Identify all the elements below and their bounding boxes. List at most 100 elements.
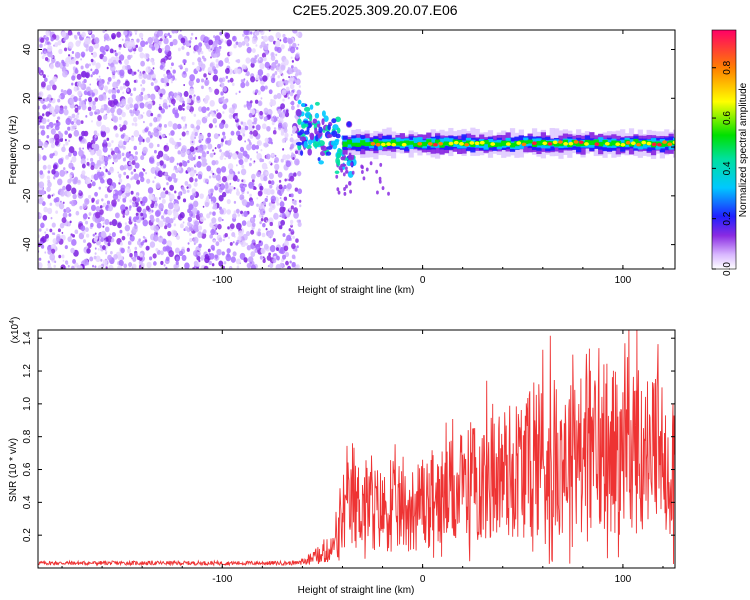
- noise-dot: [125, 104, 131, 110]
- tone-band-segment: [580, 141, 586, 147]
- tone-band-segment: [408, 141, 414, 145]
- noise-dot: [153, 116, 158, 123]
- noise-dot: [150, 58, 153, 63]
- noise-dot: [262, 75, 268, 82]
- noise-dot: [217, 216, 223, 222]
- noise-dot: [188, 43, 191, 47]
- transition-blob: [320, 146, 328, 152]
- noise-dot: [43, 43, 46, 47]
- noise-dot: [210, 56, 212, 59]
- transition-blob: [360, 164, 364, 169]
- transition-blob: [334, 138, 340, 143]
- noise-dot: [271, 153, 274, 157]
- noise-dot: [51, 248, 56, 254]
- noise-dot: [173, 203, 180, 210]
- noise-dot: [280, 199, 283, 202]
- noise-dot: [50, 61, 53, 65]
- noise-dot: [224, 32, 231, 39]
- noise-dot: [277, 108, 282, 115]
- noise-dot: [260, 30, 263, 33]
- noise-dot: [210, 228, 216, 236]
- noise-dot: [133, 130, 140, 138]
- noise-dot: [252, 129, 259, 137]
- transition-blob: [327, 124, 331, 131]
- noise-dot: [206, 195, 209, 199]
- noise-dot: [197, 57, 202, 63]
- noise-dot: [121, 111, 126, 118]
- noise-dot: [284, 251, 290, 258]
- noise-dot: [157, 47, 163, 54]
- noise-dot: [100, 107, 105, 114]
- noise-dot: [122, 85, 127, 89]
- noise-dot: [106, 108, 111, 114]
- noise-dot: [63, 47, 68, 52]
- noise-dot: [95, 206, 101, 212]
- noise-dot: [124, 222, 128, 226]
- noise-dot: [196, 124, 201, 131]
- noise-dot: [240, 240, 247, 248]
- noise-dot: [169, 95, 173, 99]
- noise-dot: [221, 175, 228, 183]
- noise-dot: [49, 137, 54, 144]
- transition-blob: [309, 114, 313, 122]
- noise-dot: [115, 70, 118, 73]
- noise-dot: [124, 224, 131, 232]
- tone-band-segment: [496, 142, 502, 147]
- noise-dot: [43, 77, 48, 83]
- noise-dot: [50, 97, 53, 101]
- noise-dot: [140, 200, 143, 204]
- noise-dot: [221, 218, 224, 222]
- noise-dot: [138, 259, 143, 265]
- noise-dot: [292, 198, 294, 201]
- noise-dot: [246, 46, 252, 54]
- noise-dot: [213, 202, 218, 208]
- noise-dot: [222, 96, 225, 99]
- noise-dot: [102, 146, 108, 153]
- noise-dot: [228, 188, 232, 193]
- noise-dot: [157, 235, 164, 243]
- noise-dot: [261, 162, 268, 170]
- noise-dot: [164, 225, 168, 230]
- noise-dot: [67, 236, 72, 242]
- noise-dot: [240, 82, 246, 89]
- noise-dot: [102, 30, 106, 34]
- noise-dot: [287, 80, 290, 83]
- noise-dot: [75, 105, 78, 109]
- noise-dot: [57, 116, 61, 120]
- noise-dot: [297, 188, 303, 195]
- noise-dot: [216, 182, 220, 188]
- noise-dot: [71, 82, 74, 86]
- noise-dot: [256, 203, 259, 207]
- noise-dot: [109, 166, 115, 174]
- noise-dot: [175, 256, 180, 262]
- noise-dot: [102, 141, 108, 149]
- noise-dot: [197, 174, 203, 180]
- noise-dot: [157, 170, 163, 178]
- noise-dot: [43, 206, 48, 213]
- noise-dot: [52, 238, 57, 244]
- noise-dot: [63, 89, 68, 96]
- noise-dot: [122, 214, 125, 218]
- noise-dot: [57, 40, 62, 46]
- noise-dot: [278, 224, 283, 230]
- noise-dot: [183, 63, 186, 66]
- noise-dot: [260, 148, 263, 152]
- noise-dot: [177, 150, 181, 155]
- noise-dot: [161, 198, 166, 204]
- noise-dot: [280, 158, 284, 163]
- noise-dot: [239, 146, 245, 153]
- noise-dot: [126, 232, 130, 237]
- noise-dot: [61, 231, 64, 234]
- noise-dot: [165, 256, 170, 262]
- noise-dot: [270, 98, 273, 103]
- spectrogram-y-tick-label: -40: [22, 237, 33, 252]
- noise-dot: [177, 195, 181, 200]
- transition-blob: [331, 130, 338, 138]
- noise-dot: [206, 165, 212, 172]
- tone-hotspot: [417, 142, 423, 146]
- noise-dot: [272, 238, 276, 242]
- noise-dot: [169, 184, 175, 191]
- noise-dot: [105, 185, 108, 189]
- transition-blob: [345, 170, 349, 174]
- noise-dot: [206, 107, 210, 111]
